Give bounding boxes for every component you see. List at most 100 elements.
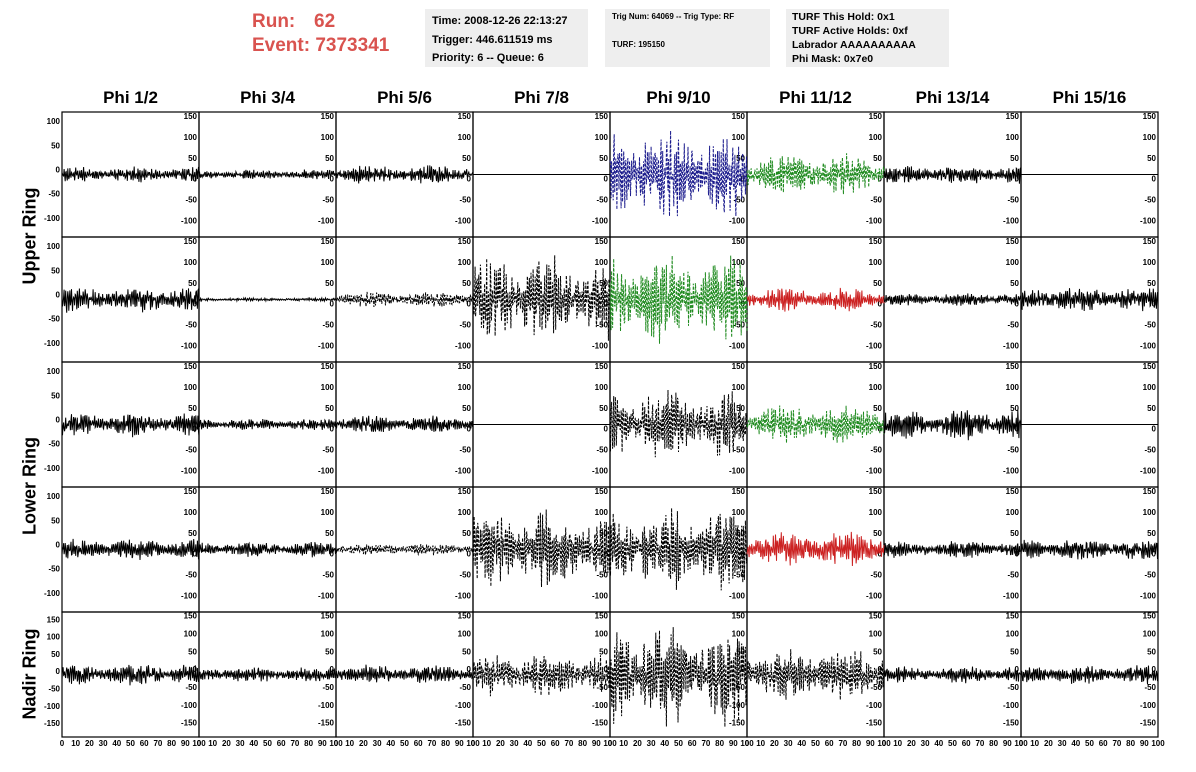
y-tick-right-r1-c6-5: -100 xyxy=(729,216,746,225)
x-tick-c8-10: 100 xyxy=(1151,739,1165,748)
y-tick-right-r5-c7-2: 50 xyxy=(873,647,882,656)
y-tick-right-r3-c5-5: -100 xyxy=(592,466,609,475)
y-tick-right-r5-c5-1: 100 xyxy=(595,629,609,638)
x-tick-c1-8: 80 xyxy=(167,739,176,748)
y-tick-right-r4-c9-3: 0 xyxy=(1152,550,1157,559)
y-tick-right-r4-c2-3: 0 xyxy=(193,550,198,559)
x-tick-c3-10: 100 xyxy=(466,739,480,748)
y-tick-right-r3-c8-5: -100 xyxy=(1003,466,1020,475)
y-tick-right-r4-c5-0: 150 xyxy=(595,487,609,496)
turf-this-hold-text: TURF This Hold: 0x1 xyxy=(792,11,895,23)
waveform-r1-c1 xyxy=(61,166,200,183)
y-tick-right-r2-c4-1: 100 xyxy=(458,258,472,267)
y-tick-right-r3-c3-4: -50 xyxy=(322,446,334,455)
y-tick-right-r2-c6-1: 100 xyxy=(732,258,746,267)
x-tick-c1-6: 60 xyxy=(140,739,149,748)
waveform-r1-c2 xyxy=(198,169,337,180)
x-tick-c6-8: 80 xyxy=(852,739,861,748)
trigger-info-box: Trig Num: 64069 -- Trig Type: RF TURF: 1… xyxy=(605,9,770,67)
y-tick-right-r3-c3-0: 150 xyxy=(321,362,335,371)
y-tick-right-r1-c9-4: -50 xyxy=(1144,196,1156,205)
y-tick-left-r1-3: -50 xyxy=(48,190,60,199)
waveform-r1-c5 xyxy=(609,130,748,217)
y-tick-right-r2-c8-4: -50 xyxy=(1007,321,1019,330)
turf-active-holds-text: TURF Active Holds: 0xf xyxy=(792,25,908,37)
x-tick-c4-0: 0 xyxy=(471,739,476,748)
y-tick-right-r2-c9-2: 50 xyxy=(1147,279,1156,288)
y-tick-right-r5-c9-6: -150 xyxy=(1140,719,1157,728)
y-tick-right-r5-c2-6: -150 xyxy=(181,719,198,728)
y-tick-right-r1-c8-3: 0 xyxy=(1015,175,1020,184)
y-tick-right-r5-c3-5: -100 xyxy=(318,701,335,710)
x-tick-c1-2: 20 xyxy=(85,739,94,748)
waveform-r4-c3 xyxy=(335,543,474,557)
y-tick-right-r5-c6-5: -100 xyxy=(729,701,746,710)
y-tick-right-r3-c7-2: 50 xyxy=(873,404,882,413)
x-tick-c7-5: 50 xyxy=(948,739,957,748)
y-tick-right-r2-c7-4: -50 xyxy=(870,321,882,330)
waveform-r4-c6 xyxy=(746,531,885,567)
y-tick-right-r4-c4-2: 50 xyxy=(462,529,471,538)
x-tick-c7-3: 30 xyxy=(921,739,930,748)
x-tick-c1-1: 10 xyxy=(71,739,80,748)
x-tick-c1-5: 50 xyxy=(126,739,135,748)
y-tick-right-r5-c9-2: 50 xyxy=(1147,647,1156,656)
y-tick-right-r3-c4-3: 0 xyxy=(467,425,472,434)
y-tick-right-r4-c4-5: -100 xyxy=(455,591,472,600)
y-tick-right-r3-c9-5: -100 xyxy=(1140,466,1157,475)
x-tick-c8-3: 30 xyxy=(1058,739,1067,748)
y-tick-right-r1-c2-5: -100 xyxy=(181,216,198,225)
y-tick-left-r5-6: -150 xyxy=(44,719,61,728)
y-tick-right-r2-c6-3: 0 xyxy=(741,300,746,309)
y-tick-right-r1-c9-2: 50 xyxy=(1147,154,1156,163)
y-tick-right-r3-c9-2: 50 xyxy=(1147,404,1156,413)
y-tick-right-r4-c9-2: 50 xyxy=(1147,529,1156,538)
x-tick-c7-6: 60 xyxy=(962,739,971,748)
y-tick-right-r3-c4-2: 50 xyxy=(462,404,471,413)
y-tick-right-r3-c7-0: 150 xyxy=(869,362,883,371)
y-tick-right-r5-c3-0: 150 xyxy=(321,612,335,621)
y-tick-right-r1-c6-2: 50 xyxy=(736,154,745,163)
y-tick-right-r4-c6-2: 50 xyxy=(736,529,745,538)
x-tick-c2-6: 60 xyxy=(277,739,286,748)
y-tick-left-r5-5: -100 xyxy=(44,702,61,711)
y-tick-right-r1-c3-0: 150 xyxy=(321,112,335,121)
y-tick-right-r3-c7-1: 100 xyxy=(869,383,883,392)
y-tick-right-r4-c5-4: -50 xyxy=(596,571,608,580)
y-tick-right-r5-c7-0: 150 xyxy=(869,612,883,621)
y-tick-right-r5-c6-0: 150 xyxy=(732,612,746,621)
y-tick-right-r2-c8-0: 150 xyxy=(1006,237,1020,246)
x-tick-c1-0: 0 xyxy=(60,739,65,748)
waveform-r2-c6 xyxy=(746,287,885,312)
x-tick-c7-4: 40 xyxy=(934,739,943,748)
x-tick-c8-1: 10 xyxy=(1030,739,1039,748)
y-tick-right-r5-c3-6: -150 xyxy=(318,719,335,728)
waveform-r5-c2 xyxy=(198,667,337,682)
event-value: 7373341 xyxy=(315,35,390,56)
run-label: Run: xyxy=(252,11,296,32)
y-tick-right-r1-c5-3: 0 xyxy=(604,175,609,184)
y-tick-right-r3-c4-1: 100 xyxy=(458,383,472,392)
y-tick-right-r4-c7-0: 150 xyxy=(869,487,883,496)
y-tick-right-r5-c4-3: 0 xyxy=(467,665,472,674)
y-tick-right-r1-c7-1: 100 xyxy=(869,133,883,142)
waveform-r4-c4 xyxy=(472,509,611,588)
x-tick-c5-1: 10 xyxy=(619,739,628,748)
y-tick-right-r4-c9-5: -100 xyxy=(1140,591,1157,600)
event-label: Event: xyxy=(252,35,311,56)
y-tick-right-r1-c5-4: -50 xyxy=(596,196,608,205)
y-tick-right-r5-c2-1: 100 xyxy=(184,629,198,638)
y-tick-right-r4-c9-0: 150 xyxy=(1143,487,1157,496)
y-tick-right-r2-c4-0: 150 xyxy=(458,237,472,246)
y-tick-right-r3-c6-0: 150 xyxy=(732,362,746,371)
x-tick-c6-4: 40 xyxy=(797,739,806,748)
y-tick-right-r5-c4-5: -100 xyxy=(455,701,472,710)
priority-text: Priority: 6 -- Queue: 6 xyxy=(432,52,544,64)
trig-num-text: Trig Num: 64069 -- Trig Type: RF xyxy=(612,12,735,21)
trigger-text: Trigger: 446.611519 ms xyxy=(432,33,553,46)
waveform-r2-c8 xyxy=(1020,288,1159,312)
waveform-r5-c3 xyxy=(335,664,474,683)
y-tick-right-r1-c3-1: 100 xyxy=(321,133,335,142)
y-tick-right-r4-c7-3: 0 xyxy=(878,550,883,559)
waveform-r3-c5 xyxy=(609,389,748,458)
